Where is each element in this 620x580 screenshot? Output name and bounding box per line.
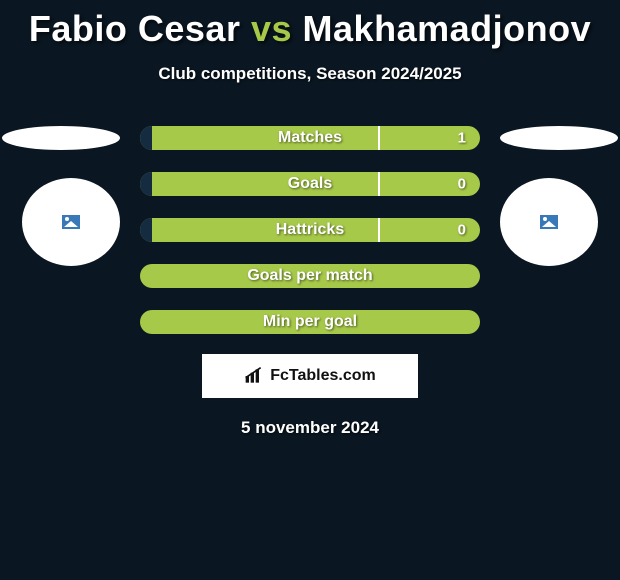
- player2-ellipse: [500, 126, 618, 150]
- title-player2: Makhamadjonov: [303, 8, 592, 49]
- stat-separator: [378, 172, 380, 196]
- image-placeholder-icon: [62, 215, 80, 229]
- image-placeholder-icon: [540, 215, 558, 229]
- stat-row: Hattricks 0: [140, 218, 480, 242]
- title-vs: vs: [251, 8, 292, 49]
- player2-avatar: [500, 178, 598, 266]
- stat-value-right: 0: [458, 222, 466, 239]
- comparison-area: Matches 1 Goals 0 Hattricks 0 Goals per match M…: [0, 126, 620, 334]
- stat-value-right: 0: [458, 176, 466, 193]
- stat-separator: [378, 218, 380, 242]
- stat-separator: [378, 126, 380, 150]
- stat-label: Goals per match: [247, 267, 372, 285]
- stat-bars: Matches 1 Goals 0 Hattricks 0 Goals per match M…: [140, 126, 480, 334]
- stat-value-right: 1: [458, 130, 466, 147]
- stat-label: Goals: [288, 175, 332, 193]
- brand-text: FcTables.com: [270, 367, 376, 385]
- brand-box: FcTables.com: [202, 354, 418, 398]
- stat-label: Min per goal: [263, 313, 357, 331]
- subtitle: Club competitions, Season 2024/2025: [0, 64, 620, 84]
- page-title: Fabio Cesar vs Makhamadjonov: [0, 0, 620, 50]
- title-player1: Fabio Cesar: [29, 8, 241, 49]
- stat-row: Goals per match: [140, 264, 480, 288]
- stat-label: Hattricks: [276, 221, 344, 239]
- player1-avatar: [22, 178, 120, 266]
- stat-row: Matches 1: [140, 126, 480, 150]
- stat-label: Matches: [278, 129, 342, 147]
- footer-date: 5 november 2024: [0, 418, 620, 438]
- stat-row: Goals 0: [140, 172, 480, 196]
- stat-row: Min per goal: [140, 310, 480, 334]
- player1-ellipse: [2, 126, 120, 150]
- chart-icon: [244, 367, 264, 385]
